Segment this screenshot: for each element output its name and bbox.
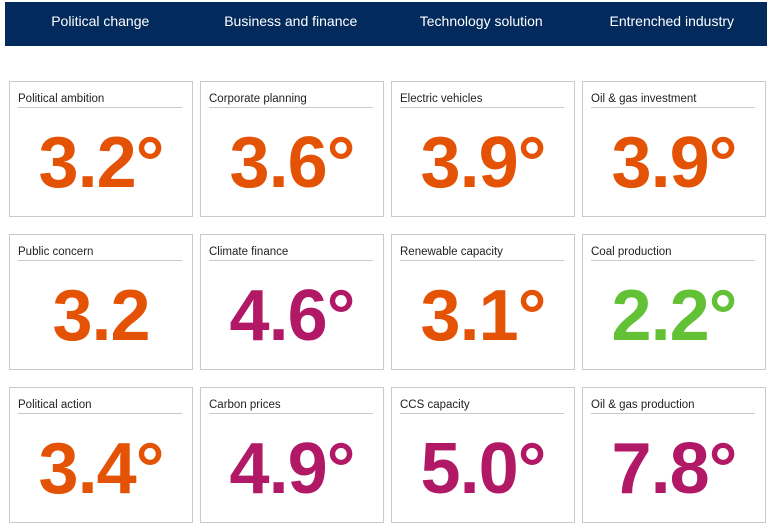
card-value: 5.0° <box>420 429 547 509</box>
card-value: 4.6° <box>229 276 356 356</box>
card-label: Political ambition <box>18 93 182 108</box>
card-label: Renewable capacity <box>400 246 564 261</box>
card-oil-gas-production: Oil & gas production 7.8° <box>582 387 766 523</box>
card-carbon-prices: Carbon prices 4.9° <box>200 387 384 523</box>
header-entrenched-industry: Entrenched industry <box>609 13 735 29</box>
card-renewable-capacity: Renewable capacity 3.1° <box>391 234 575 370</box>
card-value: 2.2° <box>611 276 738 356</box>
card-value: 3.4° <box>38 429 165 509</box>
header-business-and-finance: Business and finance <box>224 13 358 29</box>
card-label: Coal production <box>591 246 755 261</box>
header-technology-solution: Technology solution <box>419 13 543 29</box>
card-label: Oil & gas production <box>591 399 755 414</box>
card-political-action: Political action 3.4° <box>9 387 193 523</box>
card-climate-finance: Climate finance 4.6° <box>200 234 384 370</box>
card-label: Climate finance <box>209 246 373 261</box>
header-political-change: Political change <box>51 13 150 29</box>
card-label: Carbon prices <box>209 399 373 414</box>
card-label: Political action <box>18 399 182 414</box>
card-value: 3.6° <box>229 123 356 203</box>
card-label: CCS capacity <box>400 399 564 414</box>
card-value: 3.9° <box>420 123 547 203</box>
card-label: Oil & gas investment <box>591 93 755 108</box>
card-label: Corporate planning <box>209 93 373 108</box>
card-corporate-planning: Corporate planning 3.6° <box>200 81 384 217</box>
card-political-ambition: Political ambition 3.2° <box>9 81 193 217</box>
card-value: 3.2° <box>38 123 165 203</box>
card-coal-production: Coal production 2.2° <box>582 234 766 370</box>
card-value: 3.1° <box>420 276 547 356</box>
card-public-concern: Public concern 3.2 <box>9 234 193 370</box>
card-electric-vehicles: Electric vehicles 3.9° <box>391 81 575 217</box>
card-label: Electric vehicles <box>400 93 564 108</box>
card-ccs-capacity: CCS capacity 5.0° <box>391 387 575 523</box>
indicator-grid: Political ambition 3.2° Corporate planni… <box>9 81 770 523</box>
card-value: 3.2 <box>52 276 150 356</box>
card-value: 4.9° <box>229 429 356 509</box>
card-value: 7.8° <box>611 429 738 509</box>
card-value: 3.9° <box>611 123 738 203</box>
card-label: Public concern <box>18 246 182 261</box>
card-oil-gas-investment: Oil & gas investment 3.9° <box>582 81 766 217</box>
column-header-bar: Political change Business and finance Te… <box>5 2 767 46</box>
